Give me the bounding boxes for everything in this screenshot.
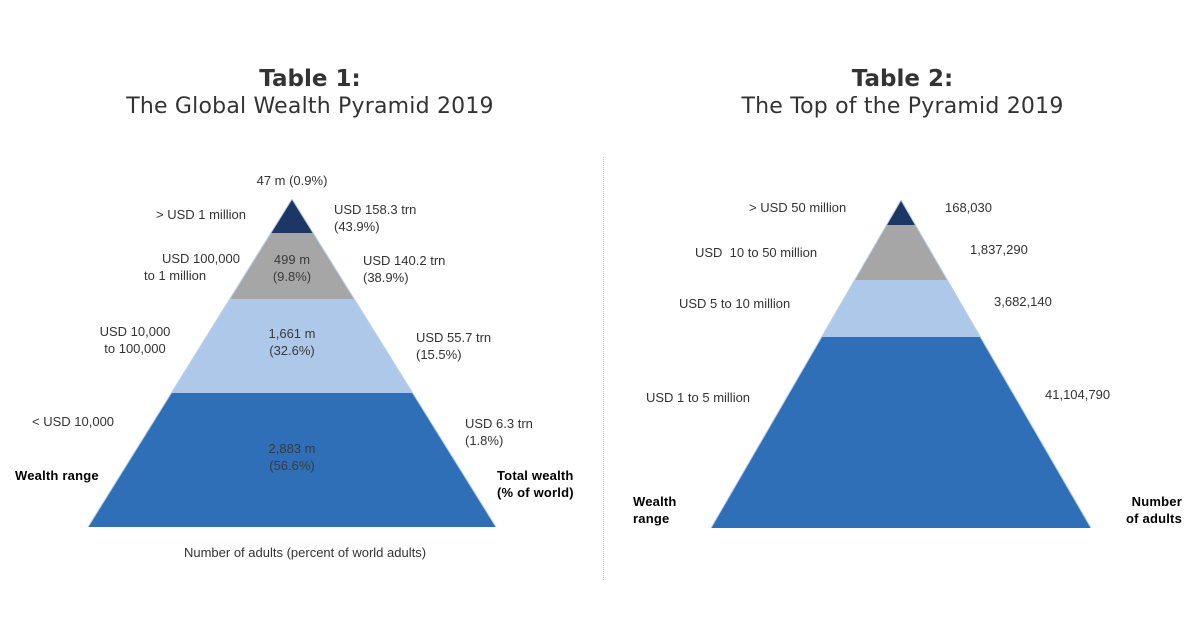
p1-layer3-wealth-range: USD 10,000 to 100,000 [90, 323, 180, 357]
p1-layer2-total-wealth-value: USD 140.2 trn [363, 253, 446, 268]
p1-layer2-total-wealth: USD 140.2 trn (38.9%) [363, 252, 445, 286]
p1-layer4-wealth-range: < USD 10,000 [32, 414, 115, 429]
table1-title: Table 1: The Global Wealth Pyramid 2019 [100, 66, 520, 120]
p1-layer4-adults-l1: 2,883 m [268, 441, 316, 456]
pyramid1-edge-right [291, 198, 497, 528]
pyramid2-layer-3 [821, 280, 981, 337]
p1-layer2-adults-l1: 499 m [273, 252, 311, 267]
pyramid2-edge-right [900, 199, 1092, 529]
p1-right-axis-label-l1: Total wealth [497, 468, 574, 483]
p1-layer3-total-wealth-pct: (15.5%) [416, 347, 462, 362]
p2-left-axis-label-l2: range [633, 511, 670, 526]
p1-layer1-total-wealth: USD 158.3 trn (43.9%) [334, 201, 416, 235]
p2-layer1-adults: 168,030 [945, 200, 992, 215]
table2-subtitle: The Top of the Pyramid 2019 [741, 93, 1064, 119]
p2-left-axis-label-l1: Wealth [633, 494, 677, 509]
p1-layer1-wealth-range: > USD 1 million [156, 207, 246, 222]
p1-layer3-adults-l2: (32.6%) [269, 343, 315, 358]
panel-divider [603, 157, 604, 580]
pyramid-top-of-pyramid [710, 199, 1092, 529]
p1-layer3-total-wealth: USD 55.7 trn (15.5%) [416, 329, 491, 363]
p1-layer3-wealth-range-l1: USD 10,000 [99, 324, 171, 339]
p1-layer3-adults-l1: 1,661 m [268, 326, 316, 341]
pyramid2-layer-2 [854, 225, 948, 280]
p1-layer1-total-wealth-pct: (43.9%) [334, 219, 380, 234]
p2-layer3-adults: 3,682,140 [994, 294, 1052, 309]
p1-layer3-adults: 1,661 m (32.6%) [252, 325, 332, 359]
p2-layer2-wealth-range: USD 10 to 50 million [695, 245, 818, 260]
p2-right-axis-label-l1: Number [1131, 494, 1182, 509]
p1-right-axis-label: Total wealth (% of world) [497, 467, 574, 501]
pyramid1-edge-left [87, 198, 293, 528]
p2-layer1-wealth-range: > USD 50 million [749, 200, 847, 215]
pyramid1-layer-4 [88, 393, 496, 527]
p1-layer2-adults: 499 m (9.8%) [252, 251, 332, 285]
p1-layer4-adults-l2: (56.6%) [269, 458, 315, 473]
pyramid-global-wealth [87, 198, 497, 528]
p2-right-axis-label-l2: of adults [1126, 511, 1182, 526]
p2-layer4-wealth-range: USD 1 to 5 million [646, 390, 751, 405]
table2-title: Table 2: The Top of the Pyramid 2019 [705, 66, 1100, 120]
p1-layer2-adults-l2: (9.8%) [272, 269, 312, 284]
table1-number: Table 1: [259, 66, 361, 92]
p2-layer4-adults: 41,104,790 [1045, 387, 1111, 402]
table2-number: Table 2: [851, 66, 954, 92]
p1-layer2-wealth-range: USD 100,000 to 1 million [120, 250, 240, 284]
p1-layer1-total-wealth-value: USD 158.3 trn [334, 202, 417, 217]
p2-left-axis-label: Wealth range [633, 493, 677, 527]
p1-layer4-adults: 2,883 m (56.6%) [247, 440, 337, 474]
p1-layer2-wealth-range-l1: USD 100,000 [161, 251, 240, 266]
p1-layer3-wealth-range-l2: to 100,000 [104, 341, 166, 356]
table1-subtitle: The Global Wealth Pyramid 2019 [126, 93, 494, 119]
p1-layer4-total-wealth-value: USD 6.3 trn [465, 416, 533, 431]
p1-left-axis-label: Wealth range [15, 468, 99, 483]
p1-layer4-total-wealth-pct: (1.8%) [465, 433, 504, 448]
pyramid2-layer-4 [711, 337, 1091, 528]
p1-bottom-label: Number of adults (percent of world adult… [183, 545, 427, 560]
p1-layer2-wealth-range-l2: to 1 million [144, 268, 207, 283]
pyramid1-layer-1 [270, 199, 314, 233]
p1-layer3-total-wealth-value: USD 55.7 trn [416, 330, 492, 345]
p2-right-axis-label: Number of adults [1100, 493, 1182, 527]
pyramid1-layer-3 [171, 299, 413, 393]
p1-layer1-adults: 47 m (0.9%) [256, 173, 328, 188]
p1-right-axis-label-l2: (% of world) [497, 485, 574, 500]
p1-layer2-total-wealth-pct: (38.9%) [363, 270, 409, 285]
pyramid2-layer-1 [886, 200, 916, 225]
p2-layer3-wealth-range: USD 5 to 10 million [679, 296, 791, 311]
p2-layer2-adults: 1,837,290 [970, 242, 1028, 257]
p1-layer4-total-wealth: USD 6.3 trn (1.8%) [465, 415, 533, 449]
pyramid2-edge-left [710, 199, 902, 529]
